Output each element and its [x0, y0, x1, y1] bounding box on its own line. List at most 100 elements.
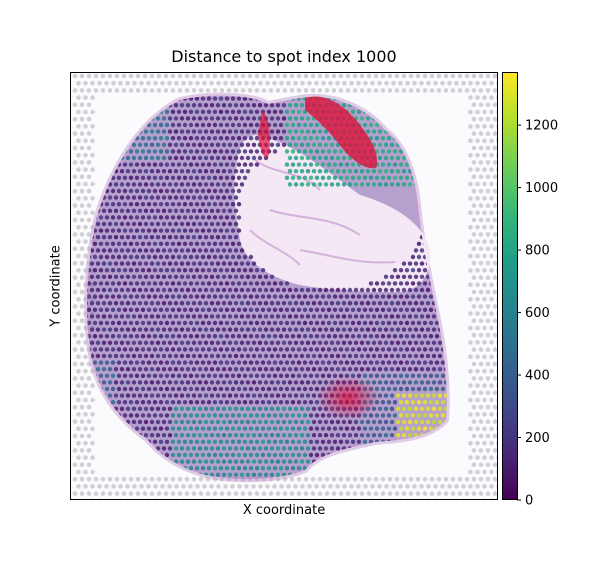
spot	[398, 149, 404, 154]
spot	[254, 162, 260, 167]
grid-dot	[482, 181, 487, 187]
spot	[173, 314, 179, 319]
spot	[260, 294, 266, 299]
grid-dot	[265, 80, 270, 86]
grid-dot	[356, 80, 361, 86]
grid-dot	[464, 88, 470, 93]
grid-dot	[212, 88, 218, 93]
spot	[191, 248, 197, 253]
spot	[401, 419, 407, 425]
spot	[359, 314, 365, 319]
spot	[257, 380, 263, 385]
grid-dot	[315, 498, 318, 499]
spot	[101, 235, 107, 240]
spot	[287, 406, 293, 411]
spot	[215, 367, 221, 372]
grid-dot	[471, 376, 477, 381]
spot	[260, 373, 266, 378]
spot	[323, 446, 329, 451]
spot	[209, 380, 215, 385]
spot	[173, 380, 179, 385]
spot	[158, 334, 164, 339]
spot	[242, 373, 248, 378]
spot	[194, 254, 200, 260]
spot	[269, 419, 275, 425]
spot	[212, 109, 218, 115]
spot	[233, 393, 239, 398]
spot	[227, 274, 233, 279]
spot	[209, 419, 215, 425]
spot	[158, 268, 164, 273]
grid-dot	[79, 448, 85, 453]
spot	[365, 340, 371, 345]
spot	[158, 373, 164, 378]
spot	[365, 182, 371, 187]
spot	[308, 347, 314, 352]
spot	[179, 353, 185, 359]
spot	[182, 452, 188, 458]
spot	[338, 334, 344, 339]
spot	[413, 261, 419, 266]
spot	[224, 320, 230, 326]
spot	[233, 142, 239, 147]
spot	[320, 347, 326, 352]
grid-dot	[492, 275, 497, 280]
spot	[236, 400, 242, 405]
spot	[158, 439, 164, 444]
spot	[122, 360, 128, 365]
spot	[173, 235, 179, 240]
spot	[197, 195, 203, 200]
grid-dot	[153, 80, 158, 86]
spot	[434, 360, 440, 365]
spot	[140, 373, 146, 378]
spot	[122, 320, 128, 326]
grid-dot	[478, 304, 484, 309]
spot	[263, 353, 269, 359]
grid-dot	[482, 167, 487, 172]
spot	[131, 327, 137, 332]
spot	[413, 340, 419, 345]
spot	[260, 426, 266, 431]
spot	[362, 175, 368, 180]
spot	[311, 327, 317, 332]
spot	[290, 466, 296, 471]
spot	[92, 320, 98, 326]
spot	[395, 182, 401, 187]
spot	[227, 208, 233, 213]
spot	[212, 228, 218, 233]
spot	[143, 182, 149, 187]
grid-dot	[468, 109, 473, 115]
spot	[350, 439, 356, 444]
spot	[236, 96, 242, 101]
spot	[371, 314, 377, 319]
spot	[251, 327, 257, 332]
spot	[254, 268, 260, 273]
spot	[251, 103, 257, 108]
grid-dot	[205, 88, 211, 93]
spot	[119, 380, 125, 385]
spot	[92, 241, 98, 246]
spot	[179, 235, 185, 240]
spot	[392, 162, 398, 167]
spot	[218, 320, 224, 326]
spot	[239, 406, 245, 411]
spot	[134, 347, 140, 352]
spot	[134, 149, 140, 154]
spot	[107, 195, 113, 200]
spot	[425, 327, 431, 332]
spot	[113, 287, 119, 293]
grid-dot	[461, 484, 466, 489]
spot	[224, 122, 230, 128]
spot	[137, 235, 143, 240]
spot	[266, 334, 272, 339]
spot	[188, 136, 194, 141]
spot	[218, 386, 224, 392]
spot	[197, 116, 203, 121]
grid-dot	[475, 426, 480, 432]
grid-dot	[72, 116, 78, 122]
spot	[131, 353, 137, 359]
spot	[338, 175, 344, 180]
spot	[218, 373, 224, 378]
spot	[440, 386, 446, 392]
spot	[377, 314, 383, 319]
